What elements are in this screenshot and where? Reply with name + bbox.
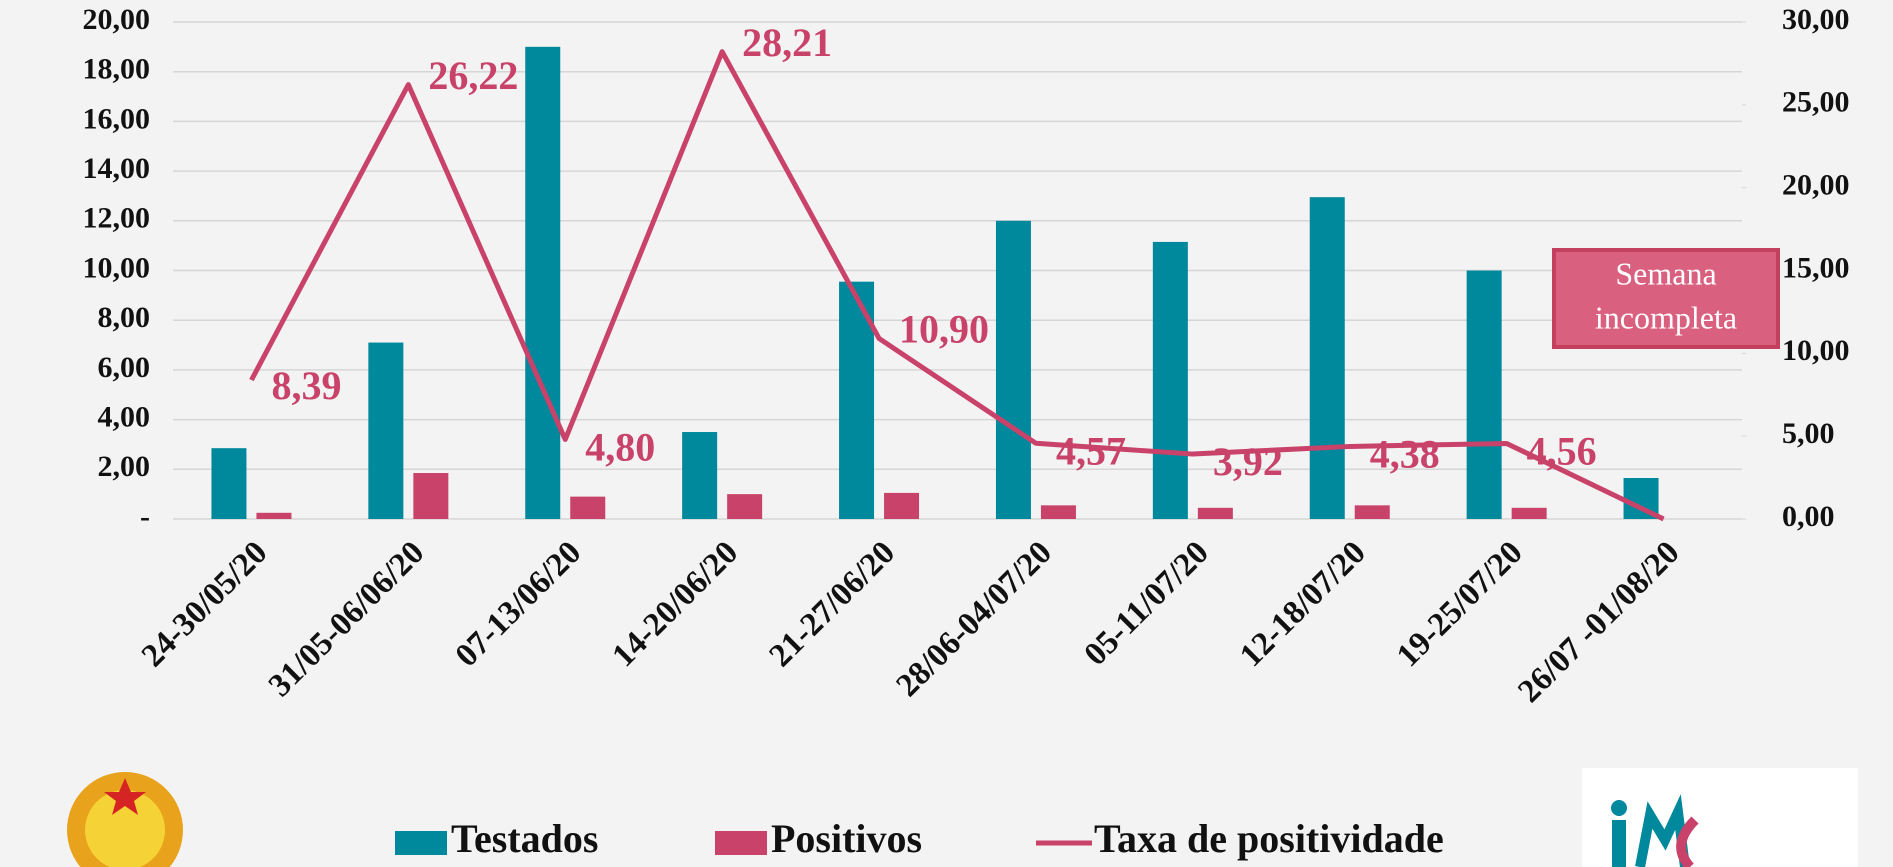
y2-tick-label: 5,00 [1782,417,1835,450]
legend-label: Positivos [771,816,922,861]
data-label: 4,56 [1527,429,1597,474]
bar [570,496,606,519]
y-tick-label: 10,00 [83,251,151,284]
institute-logo [1582,768,1858,867]
annotation: Semana incompleta [1552,248,1780,349]
y2-tick-label: 10,00 [1782,334,1850,367]
bar [682,432,718,519]
annotation-box [1552,248,1780,349]
x-tick-label: 21-27/06/20 [763,535,903,675]
y-tick-label: 8,00 [98,301,151,334]
x-tick-label: 07-13/06/20 [449,535,589,675]
bar [1040,505,1076,519]
bar [1511,507,1547,519]
y-tick-label: 4,00 [98,400,151,433]
x-tick-label: 28/06-04/07/20 [890,535,1059,704]
bar [256,512,292,519]
legend-label: Taxa de positividade [1094,816,1444,861]
bar [727,494,763,519]
bar [995,220,1031,520]
x-tick-label: 19-25/07/20 [1390,535,1530,675]
x-tick-label: 31/05-06/06/20 [262,535,431,704]
y2-tick-label: 20,00 [1782,169,1850,202]
y-tick-label: 14,00 [83,152,151,185]
legend-swatch [395,831,447,855]
bar [884,492,920,519]
data-label: 8,39 [271,363,341,408]
y2-tick-label: 0,00 [1782,500,1835,533]
bar [1152,241,1188,520]
line [249,49,1665,522]
y-tick-label: 6,00 [98,351,151,384]
bar [368,342,404,519]
annotation-text: Semana [1615,255,1716,291]
y2-tick-label: 25,00 [1782,86,1850,119]
data-label: 4,38 [1370,432,1440,477]
data-label: 10,90 [899,307,989,352]
bar [211,448,247,519]
y-tick-label: - [140,500,150,533]
data-label: 26,22 [428,53,518,98]
bar [1197,507,1233,519]
y-tick-label: 18,00 [83,53,151,86]
y2-tick-label: 15,00 [1782,251,1850,284]
bar [1309,197,1345,519]
x-tick-label: 12-18/07/20 [1233,535,1373,675]
y-tick-label: 20,00 [83,3,151,36]
coat-of-arms [67,772,183,867]
y-tick-label: 12,00 [83,202,151,235]
data-label: 4,80 [585,425,655,470]
y-tick-label: 16,00 [83,102,151,135]
bar [413,473,449,519]
data-label: 4,57 [1056,428,1126,473]
bar [1354,505,1390,519]
x-tick-label: 05-11/07/20 [1078,535,1216,673]
bar [1466,270,1502,519]
data-label: 28,21 [742,20,832,65]
x-tick-label: 26/07 -01/08/20 [1511,535,1686,710]
legend-label: Testados [451,816,598,861]
bar [525,46,561,519]
x-tick-label: 14-20/06/20 [606,535,746,675]
data-label: 3,92 [1213,439,1283,484]
y2-tick-label: 30,00 [1782,3,1850,36]
legend-swatch [715,831,767,855]
annotation-text: incompleta [1595,299,1737,335]
x-tick-label: 24-30/05/20 [135,535,275,675]
y-tick-label: 2,00 [98,450,151,483]
